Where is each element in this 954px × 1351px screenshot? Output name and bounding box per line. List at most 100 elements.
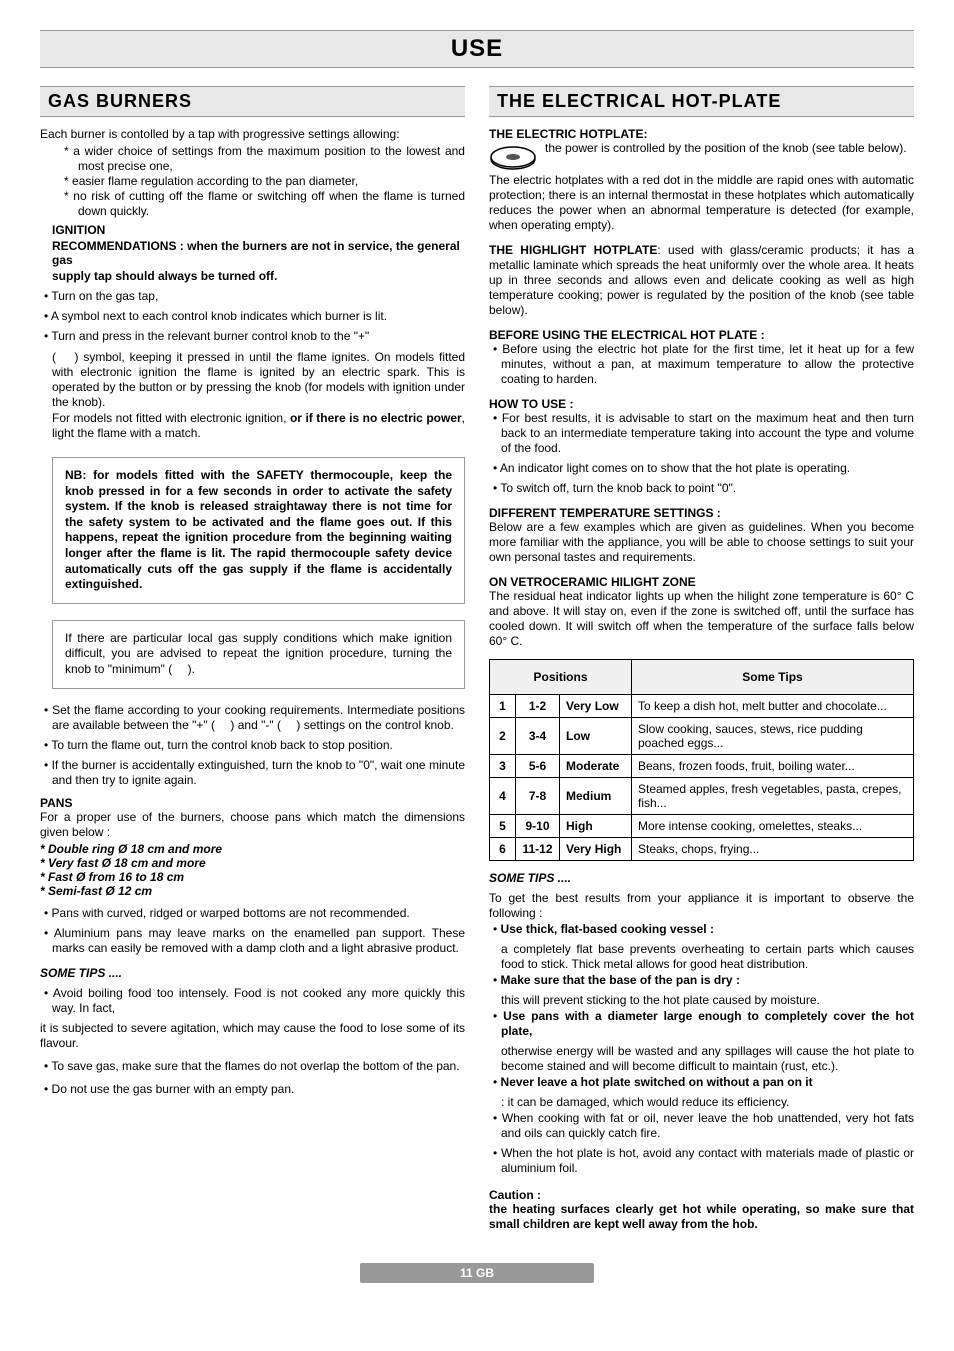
tip-detail: this will prevent sticking to the hot pl… <box>489 993 914 1008</box>
row-number: 6 <box>490 838 516 861</box>
caution-text: the heating surfaces clearly get hot whi… <box>489 1202 914 1232</box>
recommendation-line: supply tap should always be turned off. <box>40 269 465 283</box>
row-level: High <box>560 815 632 838</box>
tip-continuation: it is subjected to severe agitation, whi… <box>40 1021 465 1051</box>
star-item: no risk of cutting off the flame or swit… <box>64 189 465 219</box>
before-using-text: Before using the electric hot plate for … <box>489 342 914 387</box>
row-number: 3 <box>490 755 516 778</box>
temperature-table: Positions Some Tips 11-2Very LowTo keep … <box>489 659 914 861</box>
row-level: Very High <box>560 838 632 861</box>
table-row: 35-6ModerateBeans, frozen foods, fruit, … <box>490 755 914 778</box>
tip-item: Use pans with a diameter large enough to… <box>489 1009 914 1039</box>
list-item: To switch off, turn the knob back to poi… <box>489 481 914 496</box>
row-number: 1 <box>490 695 516 718</box>
list-item: To turn the flame out, turn the control … <box>40 738 465 753</box>
hotplate-icon <box>489 143 537 171</box>
table-row: 59-10HighMore intense cooking, omelettes… <box>490 815 914 838</box>
highlight-paragraph: THE HIGHLIGHT HOTPLATE: used with glass/… <box>489 243 914 318</box>
local-conditions-box: If there are particular local gas supply… <box>52 620 465 689</box>
pans-intro: For a proper use of the burners, choose … <box>40 810 465 840</box>
pan-item: * Semi-fast Ø 12 cm <box>40 884 465 898</box>
bold-text: or if there is no electric power <box>290 411 462 425</box>
row-level: Low <box>560 718 632 755</box>
gas-burners-header: GAS BURNERS <box>40 86 465 117</box>
row-position: 5-6 <box>516 755 560 778</box>
list-item: If the burner is accidentally extinguish… <box>40 758 465 788</box>
gas-star-list: a wider choice of settings from the maxi… <box>40 144 465 219</box>
for-models-paragraph: For models not fitted with electronic ig… <box>40 411 465 441</box>
ignition-heading: IGNITION <box>40 223 465 237</box>
list-item: For best results, it is advisable to sta… <box>489 411 914 456</box>
row-tip: To keep a dish hot, melt butter and choc… <box>632 695 914 718</box>
extra-tip: When cooking with fat or oil, never leav… <box>489 1111 914 1141</box>
row-position: 1-2 <box>516 695 560 718</box>
right-column: THE ELECTRICAL HOT-PLATE THE ELECTRIC HO… <box>489 86 914 1233</box>
left-column: GAS BURNERS Each burner is contolled by … <box>40 86 465 1233</box>
tip-detail: otherwise energy will be wasted and any … <box>489 1044 914 1074</box>
bold-text: THE HIGHLIGHT HOTPLATE <box>489 243 657 257</box>
some-tips-heading: SOME TIPS .... <box>489 871 914 885</box>
bold-text: Use pans with a diameter large enough to… <box>501 1009 914 1038</box>
text: THE ELECTRIC HOTPLATE <box>489 127 643 141</box>
vetroceramic-heading: ON VETROCERAMIC HILIGHT ZONE <box>489 575 914 589</box>
pans-heading: PANS <box>40 796 465 810</box>
bold-text: Never leave a hot plate switched on with… <box>501 1075 813 1089</box>
some-tips-heading: SOME TIPS .... <box>40 966 465 980</box>
row-tip: Beans, frozen foods, fruit, boiling wate… <box>632 755 914 778</box>
caution-heading: Caution : <box>489 1188 914 1202</box>
two-columns: GAS BURNERS Each burner is contolled by … <box>40 86 914 1233</box>
pan-item: * Very fast Ø 18 cm and more <box>40 856 465 870</box>
row-position: 3-4 <box>516 718 560 755</box>
electric-hotplate-heading: THE ELECTRIC HOTPLATE: <box>489 127 914 141</box>
pan-dimensions-list: * Double ring Ø 18 cm and more * Very fa… <box>40 842 465 898</box>
bold-text: Use thick, flat-based cooking vessel : <box>501 922 714 936</box>
text: For models not fitted with electronic ig… <box>52 411 290 425</box>
electric-intro-2: The electric hotplates with a red dot in… <box>489 173 914 233</box>
extra-tip: When the hot plate is hot, avoid any con… <box>489 1146 914 1176</box>
list-item: Set the flame according to your cooking … <box>40 703 465 733</box>
how-to-use-heading: HOW TO USE : <box>489 397 914 411</box>
list-item: Turn on the gas tap, <box>40 289 465 304</box>
list-item: Pans with curved, ridged or warped botto… <box>40 906 465 921</box>
tip-detail: : it can be damaged, which would reduce … <box>489 1095 914 1110</box>
row-position: 11-12 <box>516 838 560 861</box>
nb-box: NB: for models fitted with the SAFETY th… <box>52 457 465 604</box>
table-header-tips: Some Tips <box>632 660 914 695</box>
tip-item: Use thick, flat-based cooking vessel : <box>489 922 914 937</box>
list-item: A symbol next to each control knob indic… <box>40 309 465 324</box>
tip-item: Never leave a hot plate switched on with… <box>489 1075 914 1090</box>
table-row: 11-2Very LowTo keep a dish hot, melt but… <box>490 695 914 718</box>
row-tip: More intense cooking, omelettes, steaks.… <box>632 815 914 838</box>
tips-intro: To get the best results from your applia… <box>489 891 914 921</box>
row-number: 5 <box>490 815 516 838</box>
bold-text: Make sure that the base of the pan is dr… <box>501 973 740 987</box>
table-row: 23-4LowSlow cooking, sauces, stews, rice… <box>490 718 914 755</box>
tip-item: Make sure that the base of the pan is dr… <box>489 973 914 988</box>
electric-intro-1: the power is controlled by the position … <box>545 141 914 156</box>
row-tip: Steamed apples, fresh vegetables, pasta,… <box>632 778 914 815</box>
row-number: 2 <box>490 718 516 755</box>
row-tip: Steaks, chops, frying... <box>632 838 914 861</box>
gas-intro: Each burner is contolled by a tap with p… <box>40 127 465 142</box>
temp-settings-heading: DIFFERENT TEMPERATURE SETTINGS : <box>489 506 914 520</box>
recommendation-line: RECOMMENDATIONS : when the burners are n… <box>40 239 465 267</box>
row-tip: Slow cooking, sauces, stews, rice puddin… <box>632 718 914 755</box>
row-position: 9-10 <box>516 815 560 838</box>
list-item: Turn and press in the relevant burner co… <box>40 329 465 344</box>
vetroceramic-text: The residual heat indicator lights up wh… <box>489 589 914 649</box>
pan-item: * Fast Ø from 16 to 18 cm <box>40 870 465 884</box>
row-number: 4 <box>490 778 516 815</box>
tip-item: Do not use the gas burner with an empty … <box>40 1082 465 1097</box>
ignite-paragraph: ( ⠀ ) symbol, keeping it pressed in unti… <box>40 350 465 410</box>
row-level: Medium <box>560 778 632 815</box>
page-title: USE <box>40 30 914 68</box>
star-item: a wider choice of settings from the maxi… <box>64 144 465 174</box>
before-using-heading: BEFORE USING THE ELECTRICAL HOT PLATE : <box>489 328 914 342</box>
row-level: Very Low <box>560 695 632 718</box>
row-level: Moderate <box>560 755 632 778</box>
list-item: An indicator light comes on to show that… <box>489 461 914 476</box>
tip-detail: a completely flat base prevents overheat… <box>489 942 914 972</box>
list-item: Aluminium pans may leave marks on the en… <box>40 926 465 956</box>
pan-item: * Double ring Ø 18 cm and more <box>40 842 465 856</box>
table-header-positions: Positions <box>490 660 632 695</box>
